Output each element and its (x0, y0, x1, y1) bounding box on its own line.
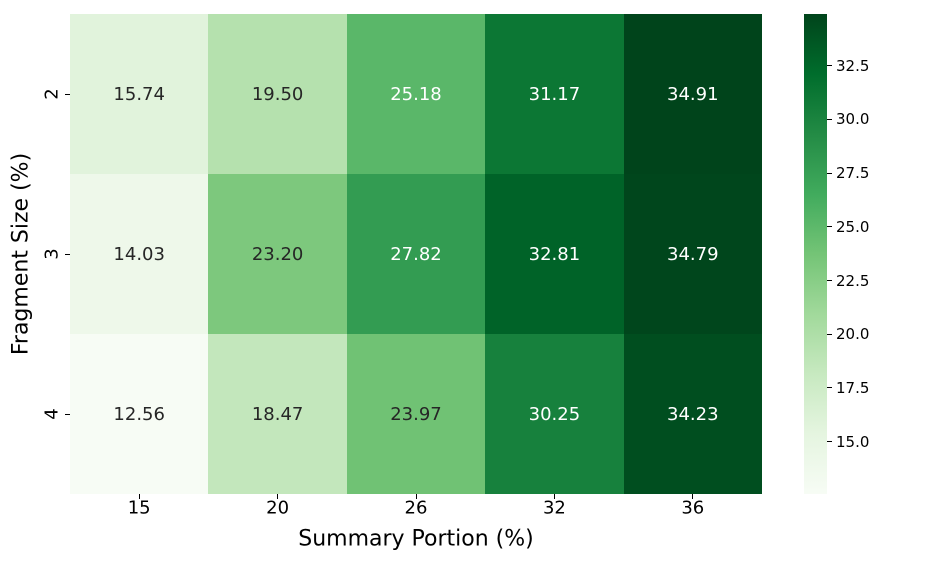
y-tick-label: 3 (41, 248, 63, 260)
x-tick-label: 26 (404, 497, 428, 519)
colorbar-tick-label: 22.5 (836, 271, 870, 290)
y-tick-mark (65, 93, 70, 95)
x-tick-mark (277, 494, 279, 499)
colorbar-tick-mark (827, 441, 832, 443)
heatmap-cell-r0-c1: 19.50 (208, 14, 347, 174)
x-tick-label: 32 (542, 497, 566, 519)
heatmap-cell-r0-c0: 15.74 (70, 14, 209, 174)
y-axis-title: Fragment Size (%) (8, 152, 34, 356)
colorbar-tick-label: 20.0 (836, 325, 870, 344)
colorbar (804, 14, 827, 494)
x-tick-mark (415, 494, 417, 499)
y-tick-label: 2 (41, 88, 63, 100)
colorbar-tick-mark (827, 65, 832, 67)
colorbar-tick-label: 15.0 (836, 432, 870, 451)
colorbar-tick-mark (827, 118, 832, 120)
x-tick-mark (692, 494, 694, 499)
heatmap-cell-r1-c4: 34.79 (623, 174, 762, 334)
x-axis-title: Summary Portion (%) (298, 526, 534, 552)
x-tick-label: 20 (266, 497, 290, 519)
y-tick-mark (65, 253, 70, 255)
heatmap-cell-r2-c2: 23.97 (346, 334, 486, 494)
heatmap-cell-r2-c3: 30.25 (485, 334, 624, 494)
heatmap-grid: 15.74 19.50 25.18 31.17 34.91 14.03 23.20 27.82… (70, 14, 762, 494)
colorbar-tick-mark (827, 226, 832, 228)
heatmap-cell-r1-c1: 23.20 (208, 174, 347, 334)
colorbar-tick-label: 17.5 (836, 378, 870, 397)
heatmap-cell-r2-c4: 34.23 (623, 334, 762, 494)
x-tick-label: 15 (127, 497, 151, 519)
colorbar-tick-mark (827, 172, 832, 174)
heatmap-cell-r0-c4: 34.91 (623, 14, 762, 174)
heatmap-cell-r2-c0: 12.56 (70, 334, 209, 494)
colorbar-tick-label: 32.5 (836, 56, 870, 75)
heatmap-cell-r0-c2: 25.18 (346, 14, 486, 174)
y-tick-mark (65, 413, 70, 415)
heatmap-cell-r2-c1: 18.47 (208, 334, 347, 494)
colorbar-tick-mark (827, 280, 832, 282)
colorbar-tick-label: 25.0 (836, 217, 870, 236)
x-tick-mark (553, 494, 555, 499)
x-tick-mark (138, 494, 140, 499)
x-tick-label: 36 (681, 497, 705, 519)
heatmap-cell-r1-c2: 27.82 (346, 174, 486, 334)
colorbar-tick-label: 30.0 (836, 110, 870, 129)
colorbar-tick-mark (827, 333, 832, 335)
y-tick-label: 4 (41, 408, 63, 420)
colorbar-tick-mark (827, 387, 832, 389)
heatmap-cell-r1-c3: 32.81 (485, 174, 624, 334)
heatmap-cell-r1-c0: 14.03 (70, 174, 209, 334)
colorbar-tick-label: 27.5 (836, 164, 870, 183)
heatmap-cell-r0-c3: 31.17 (485, 14, 624, 174)
